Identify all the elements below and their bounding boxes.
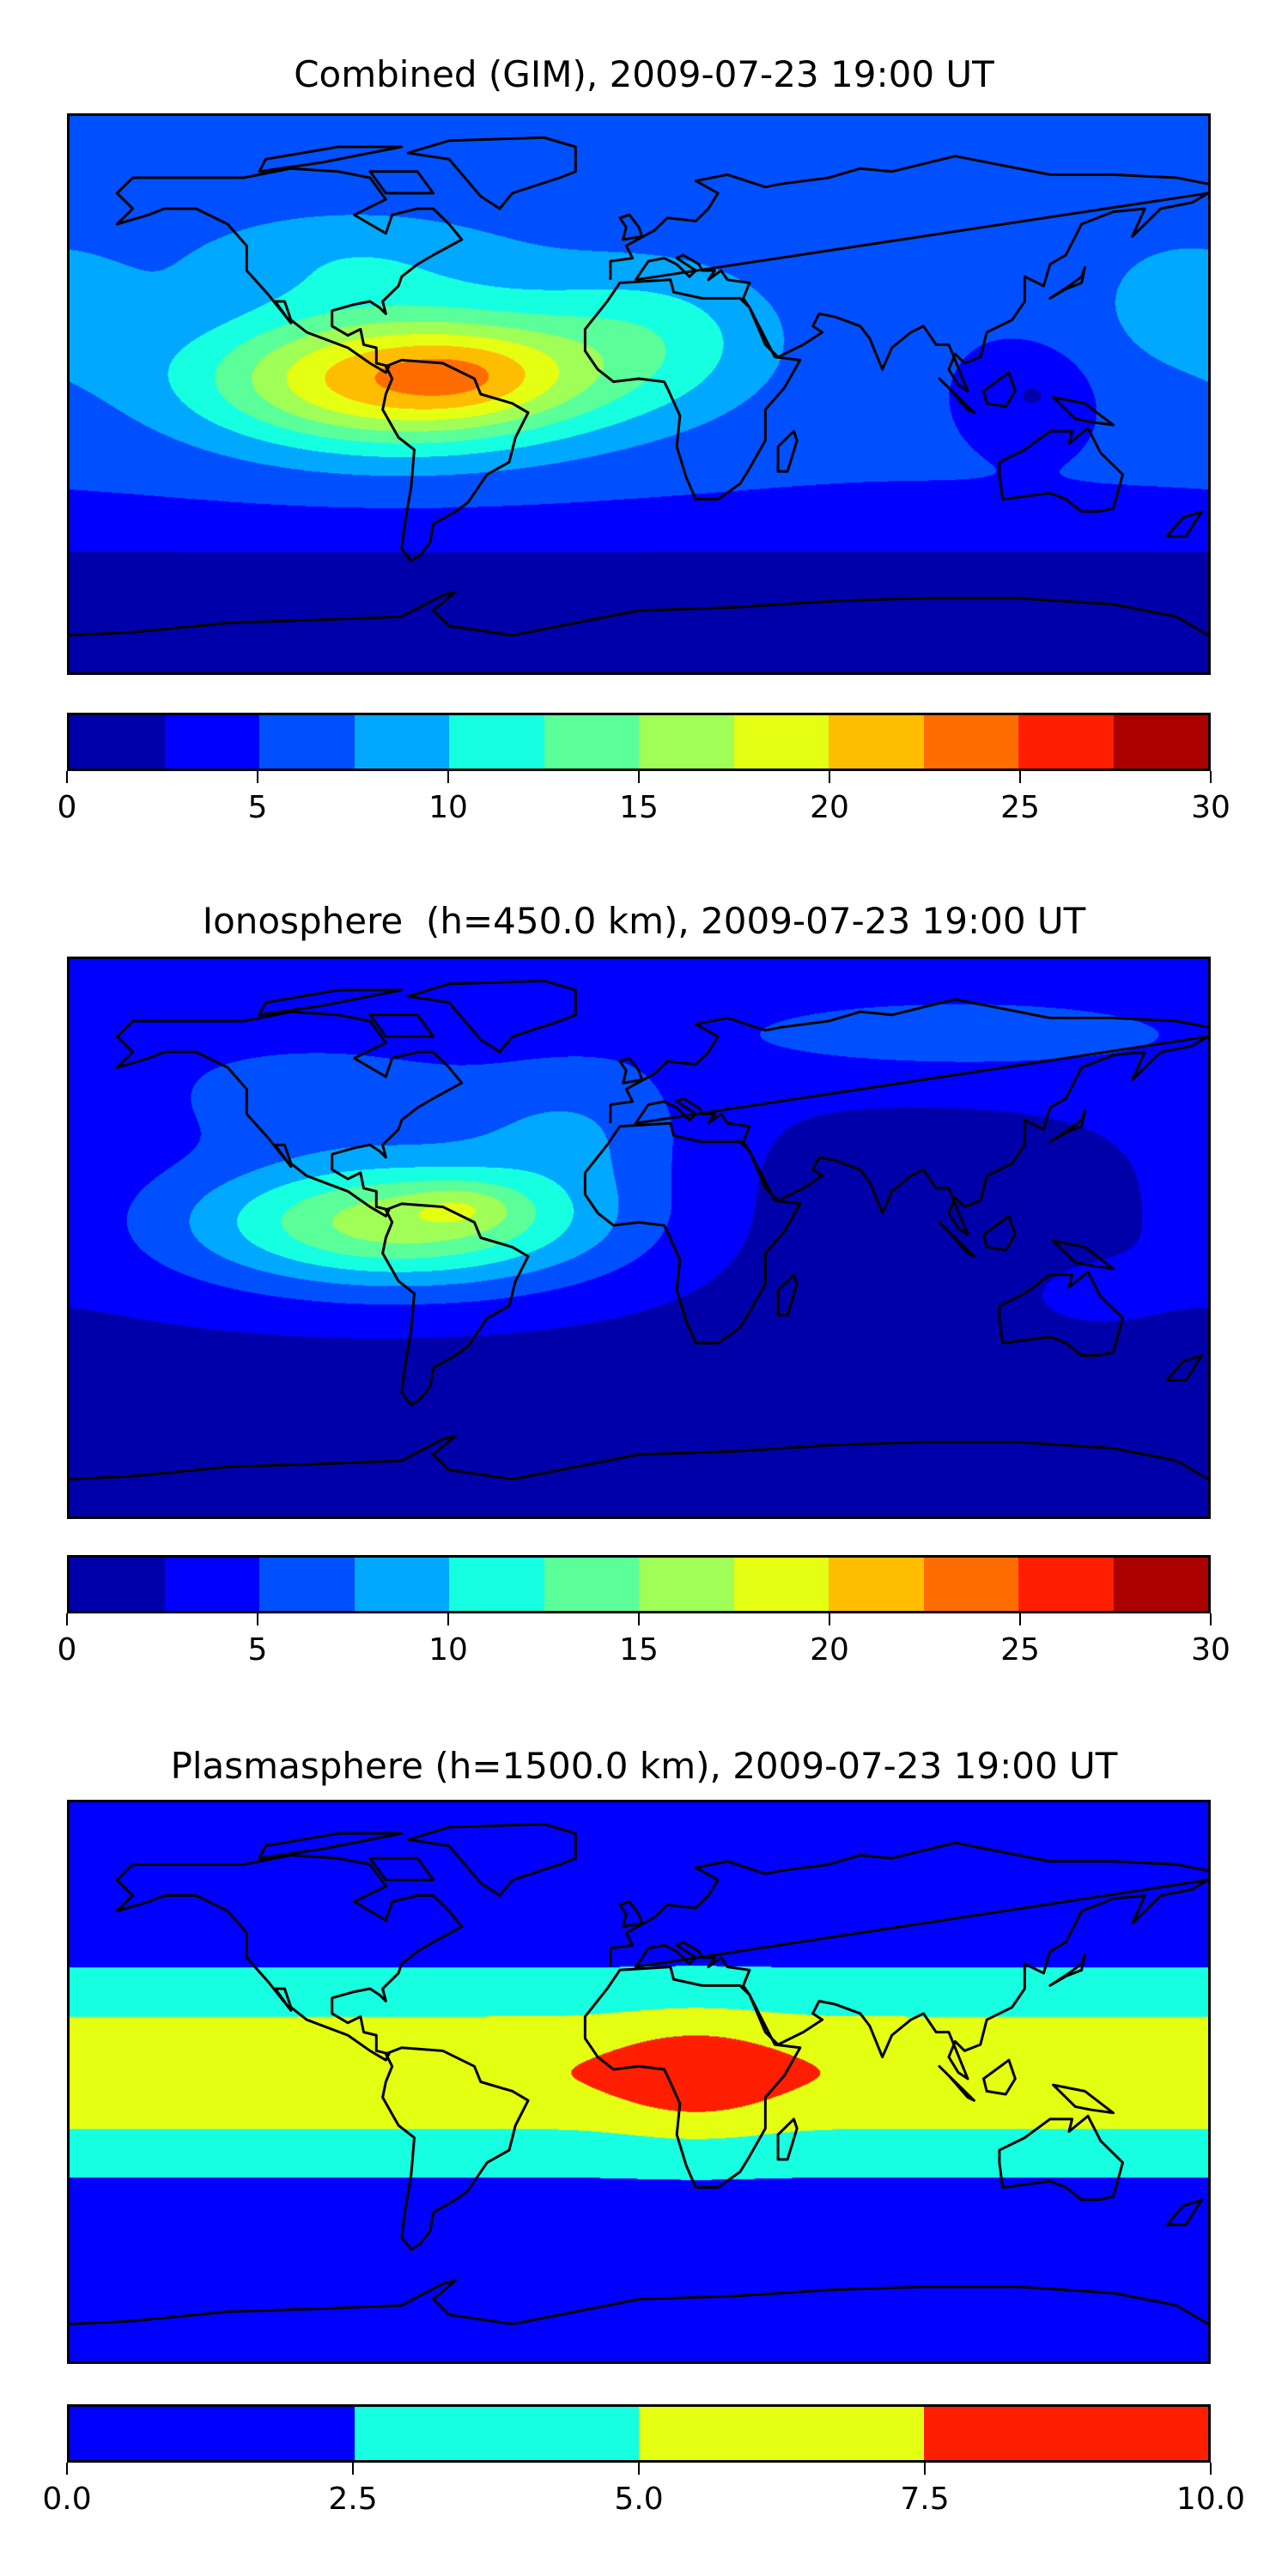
colorbar-swatch: [164, 715, 259, 769]
coastlines: [70, 116, 1208, 672]
colorbar-swatch: [70, 1558, 165, 1611]
colorbar-tick: [1210, 1613, 1212, 1625]
panel-title-ionosphere: Ionosphere (h=450.0 km), 2009-07-23 19:0…: [202, 900, 1086, 942]
colorbar-tick-label: 10: [428, 790, 468, 825]
colorbar-tick-label: 0: [57, 1632, 77, 1668]
colorbar-tick: [829, 771, 830, 783]
colorbar-tick-label: 15: [619, 790, 659, 825]
colorbar-tick: [1210, 771, 1212, 783]
colorbar-swatch: [259, 1558, 355, 1611]
colorbar-swatch: [639, 1558, 734, 1611]
coastlines: [70, 959, 1208, 1516]
colorbar-tick-label: 30: [1191, 1632, 1230, 1668]
colorbar-tick: [1019, 1613, 1021, 1625]
colorbar-tick-label: 0.0: [42, 2482, 92, 2517]
colorbar-tick: [1210, 2463, 1212, 2475]
colorbar-tick: [257, 1613, 258, 1625]
colorbar-swatch: [449, 715, 544, 769]
colorbar-tick-label: 5.0: [614, 2482, 664, 2517]
colorbar-swatch: [354, 2407, 639, 2460]
colorbar-tick: [1019, 771, 1021, 783]
colorbar-tick-label: 30: [1191, 790, 1230, 825]
map-combined: [67, 113, 1211, 675]
colorbar-swatch: [259, 715, 355, 769]
colorbar-tick: [638, 1613, 640, 1625]
colorbar-swatch: [639, 715, 734, 769]
colorbar-tick: [829, 1613, 830, 1625]
colorbar-swatch: [923, 715, 1018, 769]
colorbar-tick-label: 5: [247, 790, 268, 825]
colorbar-tick-label: 25: [1000, 1632, 1040, 1668]
colorbar-swatch: [544, 715, 639, 769]
colorbar-tick: [257, 771, 258, 783]
colorbar-tick-label: 10: [428, 1632, 468, 1668]
tec-contour-combined: [70, 116, 1208, 672]
map-ionosphere: [67, 957, 1211, 1519]
colorbar-tick: [447, 1613, 449, 1625]
colorbar-tick-label: 2.5: [328, 2482, 378, 2517]
colorbar-ticks-combined: 0 5 10 15 20 25 30: [58, 771, 1230, 840]
colorbar-swatch: [354, 715, 449, 769]
colorbar-tick: [638, 771, 640, 783]
panel-title-combined: Combined (GIM), 2009-07-23 19:00 UT: [294, 53, 994, 95]
colorbar-swatch: [354, 1558, 449, 1611]
colorbar-tick: [66, 771, 68, 783]
colorbar-swatch: [639, 2407, 924, 2460]
colorbar-tick-label: 10.0: [1176, 2482, 1246, 2517]
panel-title-plasmasphere: Plasmasphere (h=1500.0 km), 2009-07-23 1…: [170, 1745, 1118, 1787]
colorbar-ticks-ionosphere: 0 5 10 15 20 25 30: [58, 1613, 1230, 1682]
colorbar-swatch: [1113, 1558, 1208, 1611]
colorbar-swatch: [449, 1558, 544, 1611]
colorbar-tick-label: 20: [810, 790, 849, 825]
colorbar-swatch: [1113, 715, 1208, 769]
colorbar-tick: [924, 2463, 926, 2475]
colorbar-tick: [66, 2463, 68, 2475]
colorbar-swatch: [70, 2407, 355, 2460]
colorbar-swatch: [544, 1558, 639, 1611]
map-plasmasphere: [67, 1800, 1211, 2364]
colorbar-combined: [67, 713, 1211, 771]
colorbar-swatch: [923, 2407, 1208, 2460]
colorbar-swatch: [829, 715, 924, 769]
colorbar-swatch: [733, 1558, 829, 1611]
colorbar-tick: [447, 771, 449, 783]
colorbar-tick-label: 7.5: [900, 2482, 950, 2517]
colorbar-tick-label: 20: [810, 1632, 849, 1668]
colorbar-swatch: [164, 1558, 259, 1611]
coastlines: [70, 1802, 1208, 2361]
colorbar-ticks-plasmasphere: 0.0 2.5 5.0 7.5 10.0: [42, 2463, 1245, 2531]
colorbar-swatch: [1018, 1558, 1114, 1611]
colorbar-swatch: [829, 1558, 924, 1611]
colorbar-tick-label: 0: [57, 790, 77, 825]
colorbar-swatch: [70, 715, 165, 769]
colorbar-tick-label: 5: [247, 1632, 268, 1668]
colorbar-tick: [66, 1613, 68, 1625]
colorbar-ionosphere: [67, 1555, 1211, 1613]
colorbar-tick: [352, 2463, 354, 2475]
colorbar-tick: [638, 2463, 640, 2475]
colorbar-tick-label: 15: [619, 1632, 659, 1668]
tec-contour-plasmasphere: [70, 1802, 1208, 2361]
colorbar-plasmasphere: [67, 2404, 1211, 2463]
colorbar-swatch: [923, 1558, 1018, 1611]
tec-contour-ionosphere: [70, 959, 1208, 1516]
colorbar-swatch: [1018, 715, 1114, 769]
colorbar-tick-label: 25: [1000, 790, 1040, 825]
colorbar-swatch: [733, 715, 829, 769]
